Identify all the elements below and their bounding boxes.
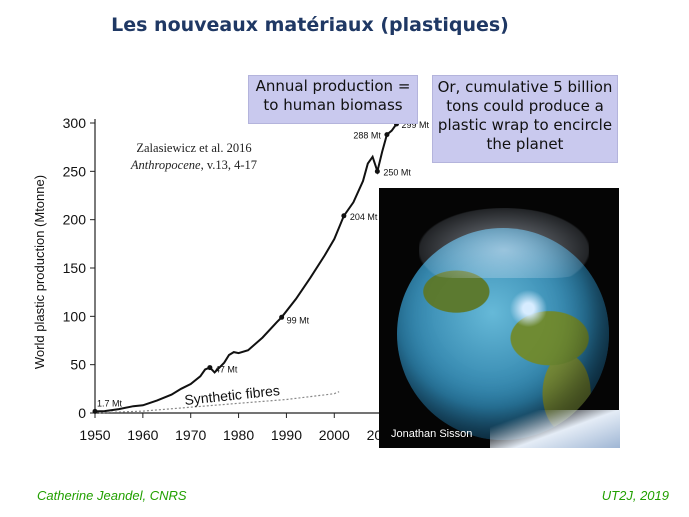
y-tick-label: 50 (70, 357, 86, 373)
data-point-label: 1.7 Mt (97, 398, 123, 408)
x-tick-label: 1950 (79, 427, 110, 443)
data-point-marker (341, 213, 347, 219)
data-point-label: 99 Mt (287, 315, 310, 325)
wrapped-globe-photo: Jonathan Sisson (379, 188, 619, 448)
data-point-marker (207, 365, 213, 371)
x-tick-label: 1990 (271, 427, 302, 443)
chart-axes (94, 119, 430, 414)
data-point-marker (374, 168, 380, 174)
callout-line: the planet (486, 135, 564, 153)
data-point-label: 288 Mt (353, 131, 381, 141)
callout-line: Or, cumulative 5 billion (437, 78, 613, 96)
x-tick-label: 1960 (127, 427, 158, 443)
journal-name: Anthropocene (130, 158, 201, 172)
callout-line: to human biomass (263, 96, 403, 114)
production-series-line (94, 123, 398, 413)
x-tick-label: 1970 (175, 427, 206, 443)
source-citation: Zalasiewicz et al. 2016 (136, 141, 251, 155)
data-point-label: 299 Mt (402, 120, 430, 130)
data-point-marker (92, 408, 98, 414)
y-tick-label: 300 (63, 115, 87, 131)
decorative-shine (490, 410, 620, 448)
y-tick-label: 250 (63, 163, 87, 179)
callout-line: Annual production = (255, 77, 411, 95)
y-tick-label: 100 (63, 308, 87, 324)
callout-line: plastic wrap to encircle (437, 116, 613, 134)
journal-volume: , v.13, 4-17 (201, 158, 257, 172)
chart-series (94, 123, 398, 414)
slide-title: Les nouveaux matériaux (plastiques) (111, 14, 509, 36)
synthetic-fibres-series-line (94, 391, 340, 414)
chart-annotations: 1.7 Mt 47 Mt 99 Mt 204 Mt 250 Mt 288 Mt 299 Mt (92, 120, 430, 414)
data-point-marker (279, 314, 285, 320)
x-tick-label: 1980 (223, 427, 254, 443)
y-tick-label: 150 (63, 260, 87, 276)
y-tick-label: 0 (78, 405, 86, 421)
callout-line: tons could produce a (446, 97, 604, 115)
x-tick-label: 2000 (319, 427, 350, 443)
y-tick-label: 200 (63, 212, 87, 228)
data-point-label: 250 Mt (383, 167, 411, 177)
cumulative-callout: Or, cumulative 5 billion tons could prod… (432, 75, 618, 163)
footer-author: Catherine Jeandel, CNRS (37, 488, 187, 503)
data-point-marker (384, 132, 390, 138)
footer-institution: UT2J, 2019 (601, 488, 669, 503)
source-journal: Anthropocene, v.13, 4-17 (130, 158, 257, 172)
plastic-wrap-icon (419, 208, 589, 278)
data-point-label: 204 Mt (350, 212, 378, 222)
photo-credit: Jonathan Sisson (391, 428, 473, 440)
y-axis-label: World plastic production (Mtonne) (32, 175, 47, 369)
data-point-label: 47 Mt (215, 365, 238, 375)
annual-production-callout: Annual production = to human biomass (248, 75, 418, 124)
